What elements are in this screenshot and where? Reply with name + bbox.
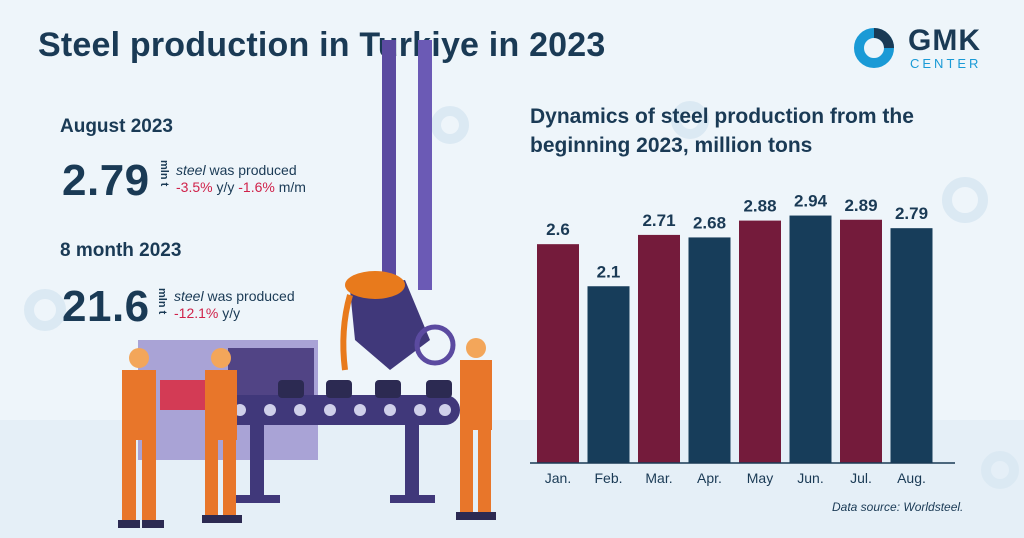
bar-apr: [688, 237, 731, 463]
bar-feb: [587, 286, 630, 463]
data-source: Data source: Worldsteel.: [832, 500, 964, 514]
steel-plant-illustration: [118, 40, 496, 528]
data-label: 2.68: [693, 213, 726, 232]
x-tick-label: Apr.: [697, 470, 722, 486]
x-tick-label: Mar.: [645, 470, 672, 486]
logo-ring-icon: [854, 28, 894, 68]
page-title: Steel production in Turkiye in 2023: [38, 26, 606, 64]
august-heading: August 2023: [60, 116, 173, 137]
bar-mar: [638, 234, 680, 463]
x-tick-label: Jun.: [797, 470, 823, 486]
august-unit: mln t: [158, 160, 170, 187]
data-label: 2.6: [546, 220, 570, 239]
eight-month-yy-change: -12.1%: [174, 305, 219, 321]
bar-jun: [789, 215, 832, 463]
x-tick-label: Feb.: [594, 470, 622, 486]
eight-month-heading: 8 month 2023: [60, 240, 182, 261]
bar-chart: 2.6 Jan. 2.1 Feb. 2.71 Mar. 2.68 Apr. 2.88 May 2.9…: [530, 192, 955, 486]
august-desc-rest: was produced: [205, 162, 297, 178]
august-desc-italic: steel: [176, 162, 206, 178]
logo-name: GMK: [908, 24, 981, 57]
august-description: steel was produced -3.5% y/y -1.6% m/m: [176, 162, 306, 196]
bar-jul: [840, 219, 882, 463]
data-label: 2.71: [642, 211, 675, 230]
august-value: 2.79: [62, 156, 150, 205]
eight-month-yy-label: y/y: [218, 305, 241, 321]
august-yy-change: -3.5%: [176, 179, 213, 195]
x-tick-label: Aug.: [897, 470, 926, 486]
eight-month-description: steel was produced -12.1% y/y: [174, 288, 295, 322]
eight-month-value: 21.6: [62, 282, 150, 331]
august-mm-label: m/m: [274, 179, 306, 195]
chart-title: Dynamics of steel production from the be…: [530, 105, 914, 157]
eight-month-desc-rest: was produced: [203, 288, 295, 304]
data-label: 2.89: [844, 196, 877, 215]
x-tick-label: Jan.: [545, 470, 571, 486]
eight-month-desc-italic: steel: [174, 288, 204, 304]
august-yy-label: y/y: [212, 179, 239, 195]
data-label: 2.1: [597, 262, 621, 281]
logo: GMK CENTER: [852, 24, 1002, 72]
x-tick-label: Jul.: [850, 470, 872, 486]
bar-may: [739, 220, 781, 463]
august-mm-change: -1.6%: [238, 179, 275, 195]
bar-jan: [537, 244, 579, 463]
bar-aug: [890, 228, 933, 463]
data-label: 2.88: [743, 197, 776, 216]
data-label: 2.94: [794, 192, 828, 211]
x-tick-label: May: [747, 470, 773, 486]
logo-sub: CENTER: [910, 56, 982, 71]
data-label: 2.79: [895, 204, 928, 223]
eight-month-unit: mln t: [156, 288, 168, 315]
